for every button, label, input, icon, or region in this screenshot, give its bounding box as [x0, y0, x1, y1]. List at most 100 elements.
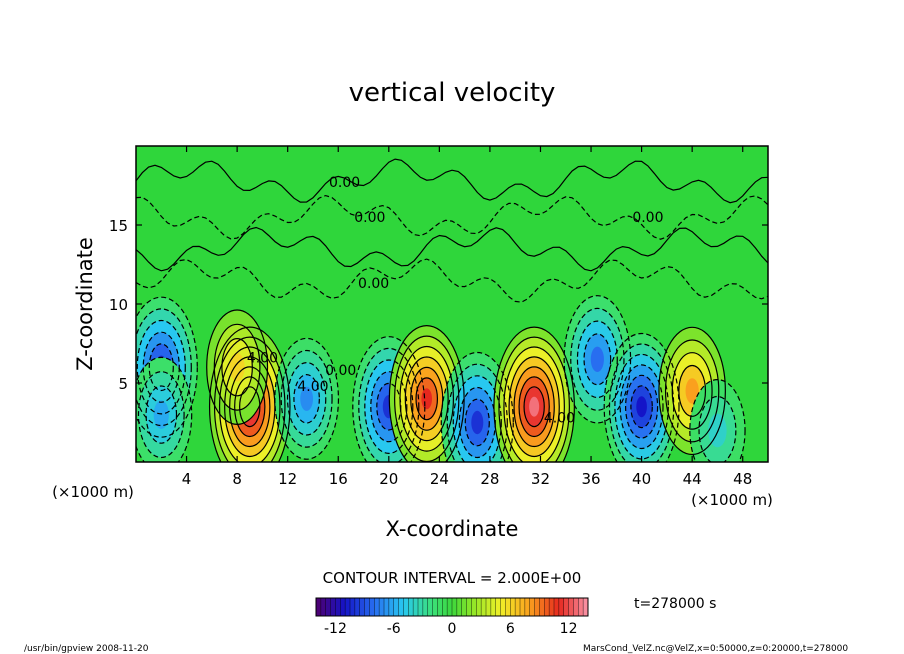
colorbar-segment — [393, 598, 399, 616]
contour-label: 4.00 — [544, 411, 575, 427]
contour-line — [221, 338, 253, 397]
contour-line — [136, 194, 768, 240]
x-tick-label: 8 — [232, 470, 242, 488]
contour-label: 0.00 — [358, 276, 389, 292]
colorbar-segment — [563, 598, 569, 616]
x-tick-label: 40 — [632, 470, 651, 488]
contour-label: 4.00 — [247, 350, 278, 366]
contour-line — [508, 356, 560, 458]
colorbar-segment — [558, 598, 565, 616]
contour-line — [664, 339, 720, 443]
colorbar-segment — [578, 598, 584, 616]
velocity-level — [229, 352, 245, 382]
contour-line — [404, 356, 449, 442]
contour-label: 0.00 — [329, 175, 360, 191]
contour-line — [440, 351, 514, 462]
x-axis: 4 8 12 16 20 24 28 32 36 40 44 48 — [182, 146, 752, 488]
x-axis-label: X-coordinate — [386, 517, 519, 541]
colorbar-segment — [447, 598, 453, 616]
colorbar-tick-label: 12 — [560, 621, 578, 637]
colorbar-frame — [315, 597, 589, 617]
colorbar-segment — [359, 598, 365, 616]
contour-line — [364, 359, 414, 455]
contour-line — [671, 352, 713, 430]
contour-line — [142, 331, 180, 403]
colorbar-segment — [520, 598, 526, 616]
colorbar-segment — [456, 598, 463, 616]
colorbar-segment — [398, 598, 404, 616]
x-tick-label: 16 — [329, 470, 348, 488]
contour-line — [513, 366, 555, 448]
contour-line — [274, 337, 340, 460]
colorbar-segment — [432, 598, 438, 616]
colorbar-segment — [486, 598, 492, 616]
colorbar-segment — [403, 598, 409, 616]
colorbar-segment — [340, 598, 346, 616]
contour-line — [218, 346, 281, 462]
footer-left: /usr/bin/gpview 2008-11-20 — [24, 644, 149, 654]
colorbar-tick-label: -6 — [387, 621, 401, 637]
contour-line — [630, 385, 653, 429]
contour-line — [352, 336, 426, 462]
contour-line — [464, 398, 490, 447]
colorbar-segment — [320, 598, 327, 616]
x-tick-label: 36 — [581, 470, 600, 488]
x-tick-label: 20 — [379, 470, 398, 488]
chart-title: vertical velocity — [349, 78, 556, 108]
x-tick-label: 32 — [531, 470, 550, 488]
colorbar-segment — [452, 598, 458, 616]
colorbar-segment — [408, 598, 414, 616]
contour-line — [576, 320, 618, 399]
contour-line — [619, 364, 664, 450]
contour-line — [689, 379, 746, 462]
contour-label: 0.00 — [354, 210, 385, 226]
contour-line — [614, 353, 669, 460]
contour-line — [358, 347, 420, 462]
contour-line — [399, 345, 455, 452]
colorbar-segment — [554, 598, 560, 616]
velocity-level — [300, 386, 314, 411]
contour-line — [208, 326, 291, 462]
contour-line — [280, 349, 333, 448]
y-axis-label: Z-coordinate — [73, 237, 97, 371]
contour-line — [136, 356, 193, 462]
contour-line — [136, 226, 768, 272]
colorbar-segment — [471, 598, 477, 616]
contour-line — [410, 366, 444, 431]
y-tick-label: 15 — [109, 217, 128, 235]
contour-line — [136, 319, 186, 415]
colorbar-segment — [505, 598, 511, 616]
colorbar-segment — [573, 598, 579, 616]
contour-line — [583, 333, 612, 386]
contour-line — [136, 258, 768, 303]
colorbar-segment — [413, 598, 419, 616]
colorbar-segment — [583, 598, 589, 616]
contour-labels: 0.000.000.000.000.004.004.004.00 — [247, 175, 664, 426]
colorbar-segment — [466, 598, 472, 616]
colorbar: -12 -6 0 6 12 — [315, 597, 589, 637]
colorbar-segment — [369, 598, 375, 616]
contour-line — [370, 371, 408, 443]
contour-line — [493, 326, 575, 462]
contour-line — [234, 376, 266, 438]
colorbar-segment — [529, 598, 535, 616]
velocity-cell — [274, 338, 339, 460]
contour-line — [136, 308, 192, 427]
time-label: t=278000 s — [634, 596, 716, 612]
colorbar-segment — [325, 598, 331, 616]
colorbar-segment — [500, 598, 506, 616]
colorbar-segment — [388, 598, 395, 616]
colorbar-segment — [568, 598, 574, 616]
colorbar-segment — [374, 598, 380, 616]
contour-line — [452, 375, 502, 462]
contour-line — [678, 364, 707, 417]
contour-line — [136, 158, 768, 204]
colorbar-segment — [515, 598, 521, 616]
x-tick-label: 44 — [683, 470, 702, 488]
contour-line — [658, 326, 726, 456]
colorbar-segment — [481, 598, 487, 616]
contour-lines — [136, 158, 768, 462]
contour-line — [624, 374, 659, 439]
colorbar-segment — [316, 598, 322, 616]
